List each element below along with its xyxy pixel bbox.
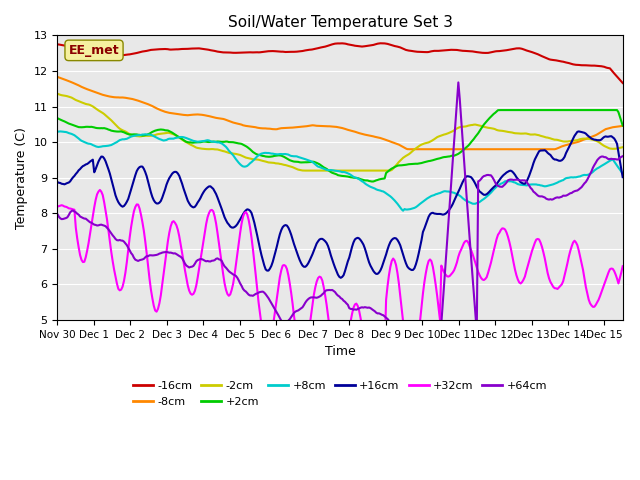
- +16cm: [466, 174, 474, 180]
- +32cm: [239, 214, 247, 220]
- +64cm: [465, 216, 472, 222]
- +64cm: [277, 318, 285, 324]
- -16cm: [619, 80, 627, 86]
- -8cm: [411, 146, 419, 152]
- +16cm: [54, 179, 61, 185]
- +2cm: [368, 179, 376, 184]
- -8cm: [122, 95, 129, 101]
- +64cm: [122, 240, 129, 246]
- Line: +64cm: +64cm: [58, 83, 623, 338]
- +8cm: [239, 164, 247, 169]
- -16cm: [237, 50, 245, 56]
- -2cm: [466, 122, 474, 128]
- X-axis label: Time: Time: [324, 345, 355, 359]
- +8cm: [467, 200, 475, 206]
- Y-axis label: Temperature (C): Temperature (C): [15, 127, 28, 228]
- +2cm: [54, 115, 61, 121]
- +16cm: [237, 214, 245, 220]
- +8cm: [412, 204, 420, 210]
- -16cm: [466, 48, 474, 54]
- -8cm: [277, 125, 285, 131]
- +2cm: [237, 141, 245, 147]
- +8cm: [56, 129, 64, 134]
- +2cm: [495, 107, 503, 113]
- +64cm: [409, 327, 417, 333]
- -2cm: [619, 144, 627, 150]
- -2cm: [54, 91, 61, 96]
- +32cm: [412, 353, 420, 359]
- +8cm: [399, 208, 407, 214]
- +16cm: [122, 201, 129, 207]
- Line: -2cm: -2cm: [58, 94, 623, 170]
- +16cm: [277, 227, 285, 233]
- +64cm: [237, 283, 245, 289]
- +16cm: [575, 129, 582, 134]
- +16cm: [411, 265, 419, 271]
- Title: Soil/Water Temperature Set 3: Soil/Water Temperature Set 3: [228, 15, 452, 30]
- -2cm: [237, 153, 245, 158]
- Legend: -16cm, -8cm, -2cm, +2cm, +8cm, +16cm, +32cm, +64cm: -16cm, -8cm, -2cm, +2cm, +8cm, +16cm, +3…: [129, 377, 552, 411]
- +2cm: [122, 130, 129, 136]
- +2cm: [277, 153, 285, 158]
- -16cm: [277, 49, 285, 55]
- +2cm: [463, 144, 470, 150]
- +2cm: [466, 141, 474, 147]
- +16cm: [337, 275, 344, 281]
- -8cm: [237, 122, 245, 128]
- +64cm: [54, 211, 61, 217]
- +16cm: [619, 174, 627, 180]
- -16cm: [376, 40, 384, 46]
- -16cm: [54, 41, 61, 47]
- +64cm: [454, 80, 462, 85]
- +32cm: [279, 263, 287, 268]
- -2cm: [277, 161, 285, 167]
- -2cm: [411, 146, 419, 152]
- Line: +2cm: +2cm: [58, 110, 623, 181]
- -2cm: [122, 129, 129, 134]
- -8cm: [463, 146, 470, 152]
- Line: +32cm: +32cm: [58, 190, 623, 395]
- -16cm: [122, 52, 129, 58]
- +64cm: [433, 335, 441, 341]
- +32cm: [465, 240, 472, 245]
- -8cm: [466, 146, 474, 152]
- -8cm: [405, 146, 413, 152]
- +8cm: [279, 151, 287, 157]
- Line: +8cm: +8cm: [58, 132, 623, 211]
- -16cm: [463, 48, 470, 54]
- Line: -16cm: -16cm: [58, 43, 623, 83]
- +32cm: [619, 264, 627, 269]
- Line: -8cm: -8cm: [58, 77, 623, 149]
- +8cm: [465, 199, 472, 204]
- +64cm: [619, 153, 627, 159]
- +8cm: [54, 129, 61, 134]
- +32cm: [467, 248, 475, 253]
- -2cm: [300, 168, 308, 173]
- +32cm: [123, 259, 131, 265]
- -2cm: [463, 123, 470, 129]
- +16cm: [463, 173, 470, 179]
- -8cm: [54, 74, 61, 80]
- +2cm: [411, 161, 419, 167]
- -16cm: [411, 48, 419, 54]
- +32cm: [54, 204, 61, 209]
- Text: EE_met: EE_met: [68, 44, 119, 57]
- +64cm: [467, 255, 475, 261]
- -8cm: [619, 123, 627, 129]
- +8cm: [619, 170, 627, 176]
- +32cm: [371, 392, 379, 398]
- +32cm: [96, 187, 104, 193]
- Line: +16cm: +16cm: [58, 132, 623, 278]
- +2cm: [619, 122, 627, 128]
- +8cm: [123, 136, 131, 142]
